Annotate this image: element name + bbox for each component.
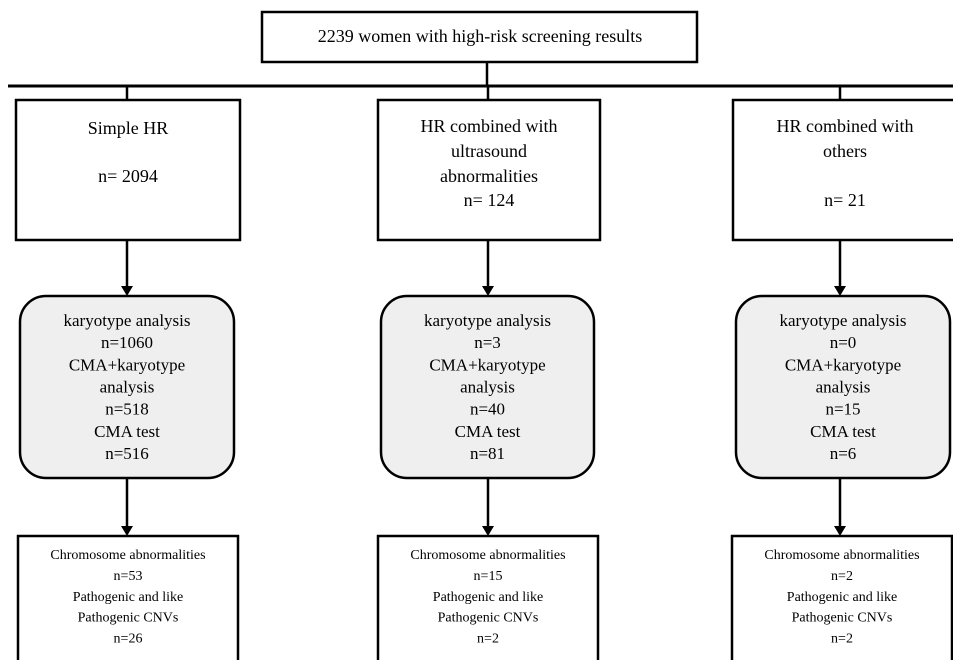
analysis-box: [734, 294, 952, 480]
results-text: n=15: [474, 569, 503, 584]
analysis-text: n=3: [474, 333, 501, 352]
arrow-head: [482, 286, 494, 296]
arrow-head: [834, 526, 846, 536]
results-text: Pathogenic and like: [787, 590, 897, 605]
group-box: [731, 98, 953, 242]
analysis-text: karyotype analysis: [64, 311, 191, 330]
analysis-text: n=81: [470, 444, 505, 463]
results-text: Chromosome abnormalities: [410, 548, 565, 563]
analysis-text: CMA test: [455, 422, 521, 441]
group-text: n= 2094: [98, 166, 158, 186]
results-text: Chromosome abnormalities: [50, 548, 205, 563]
group-text: others: [823, 141, 867, 161]
group-text: Simple HR: [88, 118, 169, 138]
analysis-text: CMA test: [810, 422, 876, 441]
analysis-text: n=6: [830, 444, 857, 463]
group-text: abnormalities: [440, 166, 538, 186]
analysis-text: n=1060: [101, 333, 153, 352]
analysis-text: n=0: [830, 333, 857, 352]
group-text: n= 21: [824, 190, 866, 210]
results-text: Pathogenic CNVs: [78, 611, 179, 626]
results-text: Pathogenic CNVs: [438, 611, 539, 626]
analysis-text: CMA test: [94, 422, 160, 441]
analysis-text: CMA+karyotype: [785, 355, 901, 374]
analysis-text: n=518: [105, 400, 149, 419]
arrow-head: [121, 526, 133, 536]
analysis-text: analysis: [100, 378, 155, 397]
analysis-text: karyotype analysis: [780, 311, 907, 330]
analysis-text: n=15: [825, 400, 860, 419]
results-box: [730, 534, 953, 660]
analysis-text: analysis: [460, 378, 515, 397]
group-box: [14, 98, 242, 242]
arrow-head: [121, 286, 133, 296]
results-text: n=2: [477, 631, 499, 646]
results-text: n=2: [831, 631, 853, 646]
results-text: Pathogenic CNVs: [792, 611, 893, 626]
arrow-head: [834, 286, 846, 296]
results-text: Pathogenic and like: [73, 590, 183, 605]
results-text: n=2: [831, 569, 853, 584]
group-text: HR combined with: [421, 116, 558, 136]
results-text: n=53: [114, 569, 143, 584]
analysis-text: n=516: [105, 444, 149, 463]
analysis-text: CMA+karyotype: [429, 355, 545, 374]
analysis-text: karyotype analysis: [424, 311, 551, 330]
group-text: n= 124: [464, 190, 515, 210]
group-text: ultrasound: [451, 141, 527, 161]
top-label: 2239 women with high-risk screening resu…: [318, 26, 642, 46]
results-text: n=26: [114, 631, 143, 646]
arrow-head: [482, 526, 494, 536]
results-box: [376, 534, 600, 660]
results-text: Chromosome abnormalities: [764, 548, 919, 563]
results-box: [16, 534, 240, 660]
analysis-text: n=40: [470, 400, 505, 419]
group-box: [376, 98, 602, 242]
top-box: [260, 10, 699, 64]
group-text: HR combined with: [777, 116, 914, 136]
results-text: Pathogenic and like: [433, 590, 543, 605]
analysis-text: CMA+karyotype: [69, 355, 185, 374]
analysis-text: analysis: [816, 378, 871, 397]
